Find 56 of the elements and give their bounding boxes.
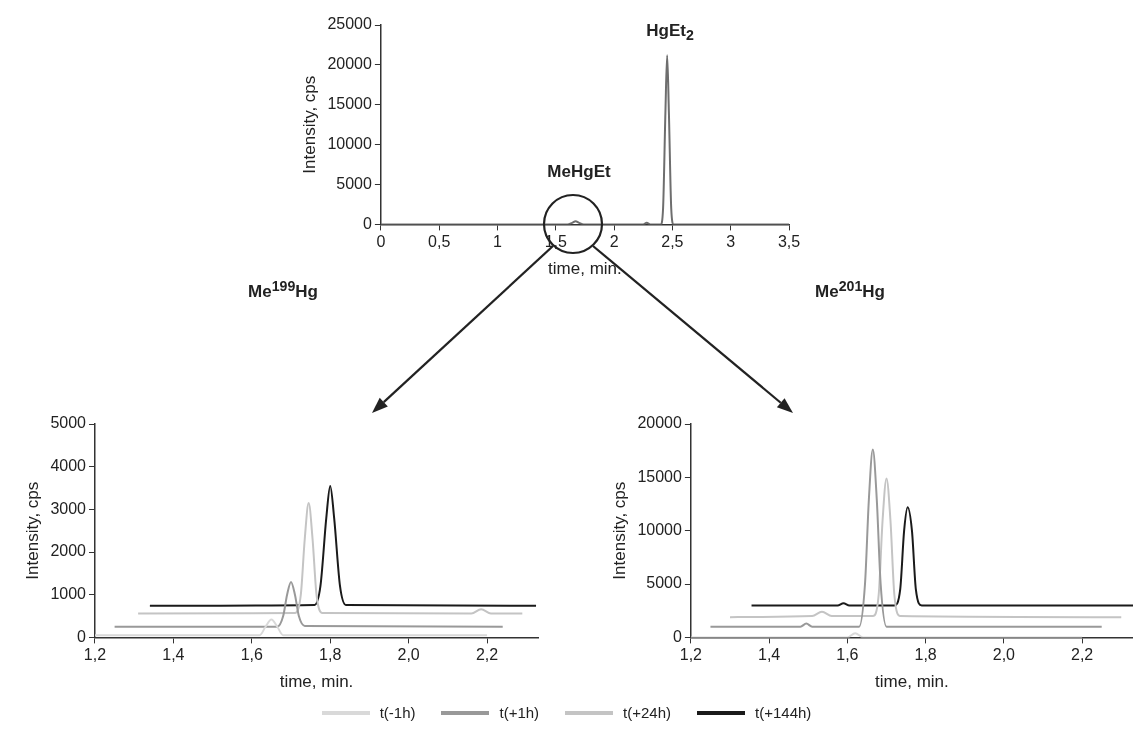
x-tick-label: 1,8 — [319, 646, 342, 664]
x-tick-label: 2 — [609, 233, 619, 251]
line-series — [729, 477, 1123, 619]
y-tick-label: 20000 — [327, 55, 372, 73]
x-tick-label: 2,0 — [397, 646, 420, 664]
y-tick-label: 0 — [77, 627, 87, 645]
annotation: MeHgEt — [547, 162, 611, 182]
y-tick-label: 2000 — [50, 542, 87, 560]
x-tick-label: 1,8 — [914, 646, 937, 664]
x-axis-title: time, min. — [875, 672, 949, 692]
y-tick-label: 15000 — [327, 95, 372, 113]
x-tick-label: 1,2 — [83, 646, 107, 664]
legend-label: t(-1h) — [379, 704, 416, 721]
y-tick-label: 5000 — [50, 414, 87, 432]
y-tick-label: 20000 — [637, 414, 682, 432]
line-series — [148, 484, 538, 607]
x-tick-label: 0 — [376, 233, 386, 251]
annotation: HgEt$_{2}$ — [646, 20, 694, 44]
x-tick-label: 2,0 — [992, 646, 1016, 664]
x-tick-label: 3 — [726, 233, 736, 251]
x-tick-label: 3,5 — [777, 233, 801, 251]
x-tick-label: 0,5 — [428, 233, 451, 251]
y-tick-label: 15000 — [637, 467, 682, 485]
text: Me$^{201}$Hg — [815, 277, 885, 303]
legend-label: t(+1h) — [499, 704, 540, 721]
line-series — [709, 448, 1103, 628]
y-tick-label: 0 — [362, 214, 372, 232]
x-tick-label: 2,2 — [475, 646, 499, 664]
line-series — [137, 501, 524, 615]
x-axis-title: time, min. — [279, 672, 354, 692]
line-series — [113, 580, 504, 628]
x-tick-label: 1,6 — [836, 646, 859, 664]
y-tick-label: 10000 — [327, 135, 372, 153]
y-tick-label: 25000 — [327, 15, 372, 33]
legend-label: t(+144h) — [755, 704, 812, 721]
line-series — [750, 506, 1133, 607]
y-tick-label: 1000 — [50, 585, 87, 603]
y-tick-label: 5000 — [336, 174, 372, 192]
x-tick-label: 1,4 — [758, 646, 781, 664]
x-tick-label: 1,4 — [162, 646, 185, 664]
y-tick-label: 5000 — [646, 574, 682, 592]
text: Me$^{199}$Hg — [248, 277, 318, 303]
x-tick-label: 2,5 — [661, 233, 684, 251]
x-axis-title: time, min. — [548, 259, 622, 279]
x-tick-label: 1,2 — [679, 646, 703, 664]
y-tick-label: 10000 — [637, 521, 682, 539]
x-tick-label: 1,6 — [240, 646, 264, 664]
y-axis-title: Intensity, cps — [22, 481, 42, 580]
y-axis-title: Intensity, cps — [299, 75, 319, 174]
x-tick-label: 1 — [493, 233, 503, 251]
y-tick-label: 3000 — [50, 499, 87, 517]
y-tick-label: 4000 — [50, 457, 87, 475]
y-axis-title: Intensity, cps — [609, 481, 629, 580]
x-tick-label: 2,2 — [1071, 646, 1094, 664]
y-tick-label: 0 — [672, 627, 682, 645]
legend-label: t(+24h) — [623, 704, 672, 721]
